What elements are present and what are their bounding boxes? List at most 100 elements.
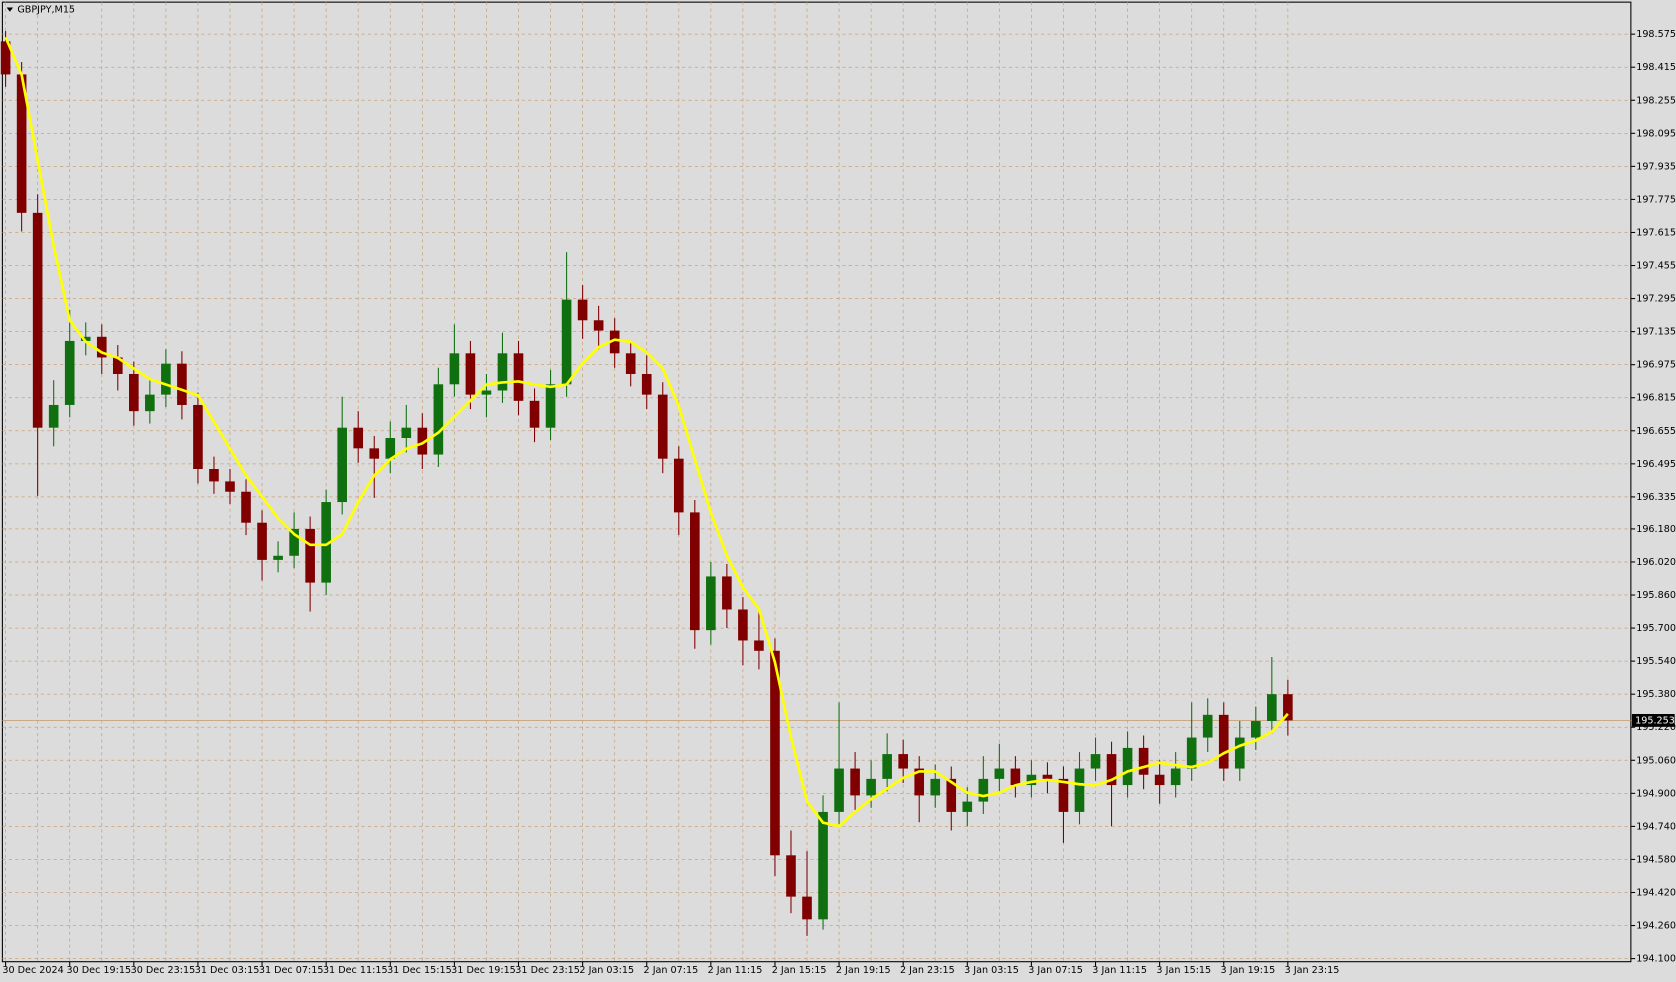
marks <box>0 31 1293 936</box>
candle-body <box>433 384 444 455</box>
candle-body <box>449 353 460 385</box>
candle-body <box>401 427 412 439</box>
candle-body <box>657 394 668 459</box>
candle-body <box>706 576 716 631</box>
last-price-label: 195.253 <box>1635 715 1675 726</box>
x-tick-label: 3 Jan 11:15 <box>1092 965 1147 976</box>
x-tick-label: 30 Dec 2024 <box>2 965 63 976</box>
candle-body <box>802 896 812 920</box>
x-tick-label: 31 Dec 07:15 <box>259 965 324 976</box>
candle-body <box>898 754 908 769</box>
candle-body <box>497 353 508 391</box>
candle-body <box>1170 768 1181 786</box>
y-tick-label: 198.095 <box>1636 128 1676 139</box>
candle-body <box>64 340 75 405</box>
candle-body <box>978 778 989 802</box>
candle-body <box>673 458 684 513</box>
x-tick-label: 2 Jan 15:15 <box>772 965 827 976</box>
candle-body <box>1218 714 1229 769</box>
y-tick-label: 196.020 <box>1636 557 1676 568</box>
candle-body <box>369 448 380 459</box>
candle-body <box>930 778 941 796</box>
candle-body <box>321 502 331 583</box>
candle-body <box>738 609 748 641</box>
candle-body <box>1010 768 1021 786</box>
candle-body <box>529 400 540 428</box>
x-tick-label: 30 Dec 19:15 <box>67 965 132 976</box>
candle-body <box>481 390 492 395</box>
x-tick-label: 2 Jan 19:15 <box>836 965 891 976</box>
y-tick-label: 197.135 <box>1636 327 1676 338</box>
candle-body <box>161 363 171 395</box>
candle-body <box>417 427 428 455</box>
candle-body <box>1138 747 1149 775</box>
candle-body <box>1250 721 1261 738</box>
candle-body <box>273 555 283 560</box>
candle-body <box>946 778 957 812</box>
candle-body <box>561 299 572 385</box>
candle-body <box>545 384 556 428</box>
y-tick-label: 198.255 <box>1636 95 1676 106</box>
candle-body <box>754 640 764 651</box>
y-tick-label: 196.655 <box>1636 426 1676 437</box>
candle-body <box>914 768 925 796</box>
candle-body <box>465 353 476 395</box>
y-tick-label: 195.540 <box>1636 656 1676 667</box>
candle-body <box>193 404 203 470</box>
candle-body <box>353 427 364 449</box>
candle-body <box>1267 694 1277 722</box>
candle-body <box>337 427 347 503</box>
x-tick-label: 3 Jan 23:15 <box>1285 965 1340 976</box>
candle-body <box>1026 774 1037 786</box>
moving-average-line <box>4 36 1289 828</box>
x-tick-label: 31 Dec 19:15 <box>451 965 516 976</box>
x-tick-label: 31 Dec 23:15 <box>515 965 580 976</box>
candle-body <box>786 855 796 897</box>
last-price-tag <box>1631 714 1675 727</box>
grid <box>2 2 1631 962</box>
y-tick-label: 194.100 <box>1636 954 1676 965</box>
candle-body <box>80 336 91 341</box>
x-tick-label: 3 Jan 03:15 <box>964 965 1019 976</box>
symbol-menu-icon[interactable] <box>6 7 14 12</box>
candle-body <box>1186 737 1197 769</box>
candle-body <box>209 469 219 482</box>
x-tick-label: 3 Jan 07:15 <box>1028 965 1083 976</box>
candle-body <box>96 336 107 358</box>
x-tick-label: 2 Jan 23:15 <box>900 965 955 976</box>
candle-body <box>962 801 973 812</box>
y-tick-label: 197.775 <box>1636 194 1676 205</box>
candle-body <box>625 353 636 374</box>
y-tick-label: 196.495 <box>1636 459 1676 470</box>
y-tick-label: 196.975 <box>1636 360 1676 371</box>
candle-body <box>818 811 828 920</box>
y-tick-label: 197.935 <box>1636 161 1676 172</box>
candle-body <box>609 330 620 354</box>
y-tick-label: 195.860 <box>1636 590 1676 601</box>
candle-body <box>16 74 27 213</box>
plot-area <box>1 1 1632 963</box>
candle-body <box>289 528 299 556</box>
x-tick-label: 2 Jan 07:15 <box>644 965 699 976</box>
candle-body <box>593 320 604 331</box>
candle-body <box>690 512 700 631</box>
candle-body <box>1234 737 1245 769</box>
candle-body <box>257 522 267 560</box>
candle-body <box>32 212 43 428</box>
x-tick-label: 2 Jan 11:15 <box>708 965 763 976</box>
y-tick-label: 194.580 <box>1636 854 1676 865</box>
y-tick-label: 194.420 <box>1636 887 1676 898</box>
x-tick-label: 31 Dec 15:15 <box>387 965 452 976</box>
candle-body <box>112 357 123 374</box>
candle-body <box>1122 747 1133 786</box>
y-tick-label: 194.900 <box>1636 788 1676 799</box>
candle-body <box>177 363 187 405</box>
candle-body <box>305 528 315 583</box>
y-tick-label: 195.700 <box>1636 623 1676 634</box>
candle-body <box>0 41 11 75</box>
y-tick-label: 197.615 <box>1636 227 1676 238</box>
candle-body <box>1058 778 1069 812</box>
candle-body <box>225 481 235 492</box>
y-tick-label: 197.295 <box>1636 294 1676 305</box>
candle-body <box>1154 774 1165 786</box>
